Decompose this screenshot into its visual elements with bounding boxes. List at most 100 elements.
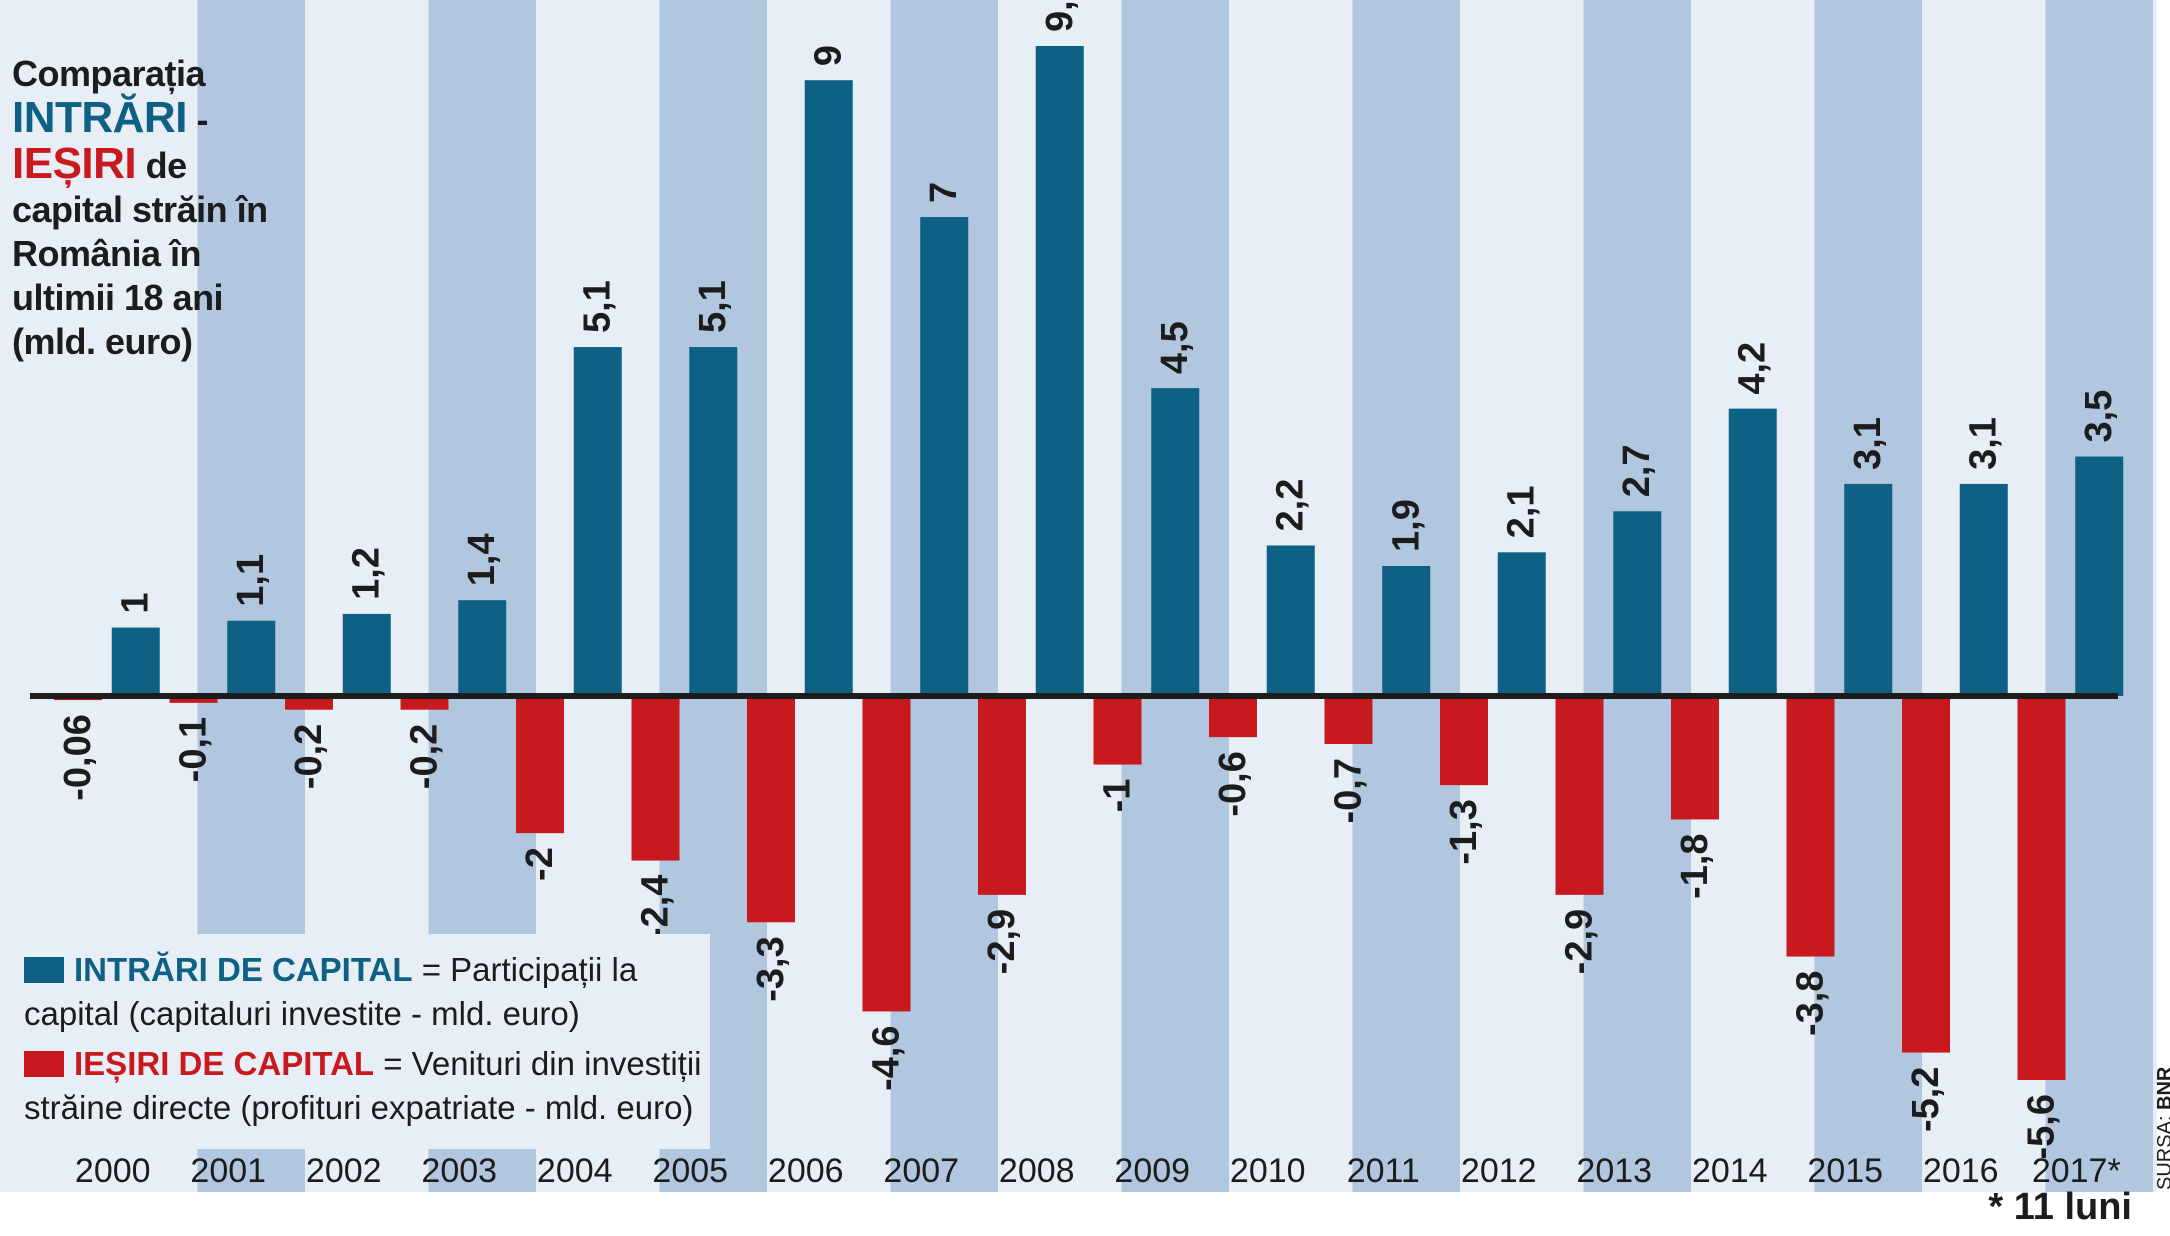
outflow-bar xyxy=(516,696,564,834)
outflow-bar xyxy=(978,696,1026,895)
outflow-bar xyxy=(1671,696,1719,820)
inflow-bar xyxy=(1382,566,1431,696)
outflow-bar xyxy=(631,696,680,861)
inflow-bar xyxy=(573,347,622,696)
title-line-4: capital străin în xyxy=(12,189,268,230)
source-note: SURSA: BNR xyxy=(2154,1067,2170,1190)
inflow-label: 1,2 xyxy=(346,547,388,600)
inflow-bar xyxy=(1728,408,1777,696)
year-label: 2015 xyxy=(1807,1152,1883,1190)
inflow-bar xyxy=(1844,483,1893,696)
outflow-bar xyxy=(1440,696,1488,786)
inflow-bar xyxy=(458,600,507,696)
inflow-label: 3,1 xyxy=(1963,417,2005,470)
inflow-label: 1,1 xyxy=(230,554,272,607)
year-label: 2016 xyxy=(1923,1152,1999,1190)
inflow-bar xyxy=(1613,511,1662,696)
inflow-bar xyxy=(1959,483,2008,696)
outflow-bar xyxy=(285,696,333,710)
outflows-swatch xyxy=(24,1051,64,1077)
year-label: 2017* xyxy=(2032,1152,2121,1190)
outflow-label: -2 xyxy=(519,847,561,881)
inflow-label: 1,9 xyxy=(1385,499,1427,552)
inflow-label: 3,5 xyxy=(2078,390,2120,443)
outflow-label: -2,9 xyxy=(1559,909,1601,974)
inflow-label: 4,2 xyxy=(1732,342,1774,395)
outflow-bar xyxy=(862,696,911,1012)
title-line-3: IEȘIRI de xyxy=(12,142,312,188)
outflow-label: -0,06 xyxy=(57,714,99,801)
source-label: SURSA: xyxy=(2154,1115,2170,1190)
title-line-7: (mld. euro) xyxy=(12,321,193,362)
year-label: 2004 xyxy=(537,1152,613,1190)
year-label: 2013 xyxy=(1576,1152,1652,1190)
title-inflows-word: INTRĂRI xyxy=(12,93,187,142)
outflow-label: -0,2 xyxy=(404,724,446,789)
year-label: 2011 xyxy=(1347,1152,1420,1190)
title-line-5: România în xyxy=(12,233,202,274)
outflow-label: -0,7 xyxy=(1328,758,1370,823)
category-labels: 2000 2001 2002 2003 2004 2005 2006 2007 2008 2009… xyxy=(75,1152,2121,1190)
outflow-label: -1,8 xyxy=(1674,833,1716,898)
inflow-label: 2,7 xyxy=(1616,444,1658,497)
year-label: 2003 xyxy=(421,1152,497,1190)
legend-outflows-key: IEȘIRI DE CAPITAL xyxy=(74,1045,375,1082)
outflow-label: -0,1 xyxy=(173,717,215,782)
outflow-label: -5,2 xyxy=(1905,1067,1947,1132)
outflow-bar xyxy=(1555,696,1604,895)
year-label: 2006 xyxy=(768,1152,844,1190)
inflow-label: 2,2 xyxy=(1270,479,1312,532)
footnote: * 11 luni xyxy=(1988,1186,2132,1228)
outflow-label: -2,4 xyxy=(635,875,677,940)
legend-outflows-desc-1: = Venituri din investiții xyxy=(374,1045,702,1082)
year-label: 2009 xyxy=(1114,1152,1190,1190)
inflow-label: 9 xyxy=(808,45,850,66)
inflow-bar xyxy=(804,80,853,697)
year-label: 2005 xyxy=(652,1152,728,1190)
outflow-label: -3,8 xyxy=(1790,971,1832,1036)
year-label: 2010 xyxy=(1230,1152,1306,1190)
title-line-3-rest: de xyxy=(136,145,188,186)
year-label: 2000 xyxy=(75,1152,151,1190)
inflow-label: 1 xyxy=(115,592,157,613)
chart-title: Comparația INTRĂRI - IEȘIRI de capital s… xyxy=(12,52,312,364)
outflow-bar xyxy=(747,696,795,923)
inflow-bar xyxy=(920,217,969,697)
inflow-label: 4,5 xyxy=(1154,321,1196,374)
legend-inflows-key: INTRĂRI DE CAPITAL xyxy=(74,951,413,988)
title-line-1: Comparația xyxy=(12,53,206,94)
title-outflows-word: IEȘIRI xyxy=(12,139,137,188)
title-dash: - xyxy=(186,99,208,140)
legend-inflows-desc-1: = Participații la xyxy=(412,951,638,988)
year-label: 2014 xyxy=(1692,1152,1768,1190)
inflow-label: 9,5 xyxy=(1039,0,1081,32)
year-label: 2007 xyxy=(883,1152,959,1190)
year-label: 2002 xyxy=(306,1152,382,1190)
legend-inflows-desc-2: capital (capitaluri investite - mld. eur… xyxy=(24,995,580,1032)
outflow-label: -3,3 xyxy=(750,936,792,1001)
legend-inflows: INTRĂRI DE CAPITAL = Participații la xyxy=(24,948,637,992)
outflow-bar xyxy=(1786,696,1835,957)
outflow-bar xyxy=(1324,696,1373,744)
outflow-label: -2,9 xyxy=(981,909,1023,974)
inflow-label: 1,4 xyxy=(461,533,503,586)
inflow-bar xyxy=(1497,552,1546,696)
outflow-label: -1,3 xyxy=(1443,799,1485,864)
legend: INTRĂRI DE CAPITAL = Participații la cap… xyxy=(0,934,710,1149)
outflow-bar xyxy=(1093,696,1142,765)
inflow-bar xyxy=(1035,46,1084,696)
outflow-bar xyxy=(1209,696,1257,738)
year-label: 2001 xyxy=(190,1152,266,1190)
inflow-bar xyxy=(689,347,738,696)
title-line-6: ultimii 18 ani xyxy=(12,277,224,318)
inflows-swatch xyxy=(24,957,64,983)
outflow-bar xyxy=(2017,696,2066,1080)
year-label: 2008 xyxy=(999,1152,1075,1190)
outflow-label: -0,6 xyxy=(1212,751,1254,816)
inflow-bar xyxy=(111,627,160,696)
outflow-bar xyxy=(1902,696,1950,1053)
legend-outflows: IEȘIRI DE CAPITAL = Venituri din investi… xyxy=(24,1042,702,1086)
data-labels: 1 -0,06 1,1 -0,1 1,2 -0,2 1,4 -0,2 5,1 -2 5,1 -2,4 9… xyxy=(57,0,2120,1159)
